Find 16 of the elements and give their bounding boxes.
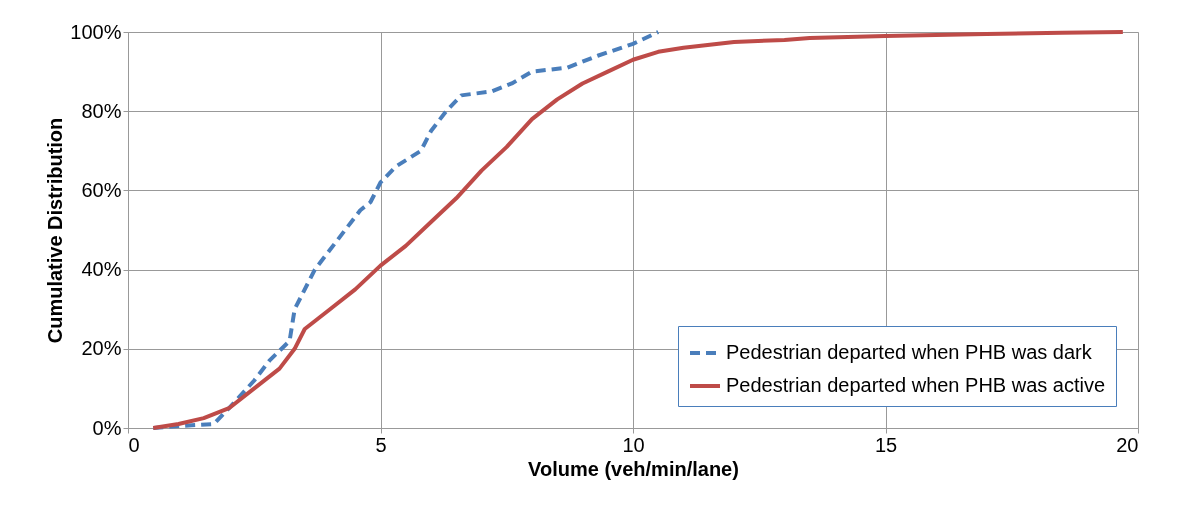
- legend-label: Pedestrian departed when PHB was active: [726, 374, 1106, 396]
- x-axis-title: Volume (veh/min/lane): [528, 457, 739, 480]
- x-tick-label: 10: [622, 433, 645, 456]
- legend-label: Pedestrian departed when PHB was dark: [726, 341, 1093, 363]
- x-tick-label: 15: [874, 433, 898, 456]
- x-tick-label: 20: [1116, 433, 1139, 456]
- y-tick-label: 40%: [81, 258, 122, 281]
- x-tick-label: 5: [375, 433, 387, 456]
- y-tick-label: 80%: [81, 99, 122, 122]
- line-series: [151, 30, 1125, 430]
- y-tick-label: 0%: [92, 416, 122, 439]
- y-axis-title: Cumulative Distribution: [44, 117, 67, 344]
- y-tick-label: 20%: [81, 337, 122, 360]
- y-tick-label: 100%: [70, 20, 122, 43]
- x-tick-label: 0: [128, 433, 140, 456]
- y-tick-label: 60%: [81, 178, 122, 201]
